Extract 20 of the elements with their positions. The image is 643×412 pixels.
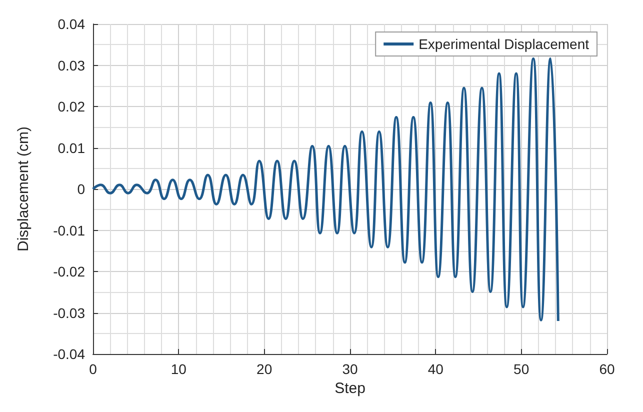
x-tick-label: 20: [256, 361, 272, 377]
y-tick-label: 0.01: [58, 140, 86, 156]
y-tick-label: -0.01: [53, 222, 86, 238]
x-tick-label: 60: [599, 361, 615, 377]
x-tick-label: 10: [170, 361, 187, 377]
y-tick-label: -0.02: [53, 264, 86, 280]
line-series: [92, 57, 560, 322]
y-axis-title: Displacement (cm): [15, 126, 32, 252]
y-tick-label: 0: [77, 181, 86, 197]
legend-label: Experimental Displacement: [418, 36, 590, 52]
y-tick-label: 0.03: [58, 57, 86, 74]
y-tick-label: -0.04: [53, 346, 86, 362]
x-tick-label: 50: [514, 361, 530, 377]
y-tick-label: 0.04: [58, 16, 86, 32]
y-tick-label: -0.03: [53, 304, 86, 321]
x-tick-label: 0: [89, 361, 98, 377]
x-axis-title: Step: [334, 380, 366, 397]
x-tick-label: 30: [342, 361, 358, 377]
y-tick-label: 0.02: [58, 98, 86, 114]
x-tick-label: 40: [428, 361, 444, 377]
